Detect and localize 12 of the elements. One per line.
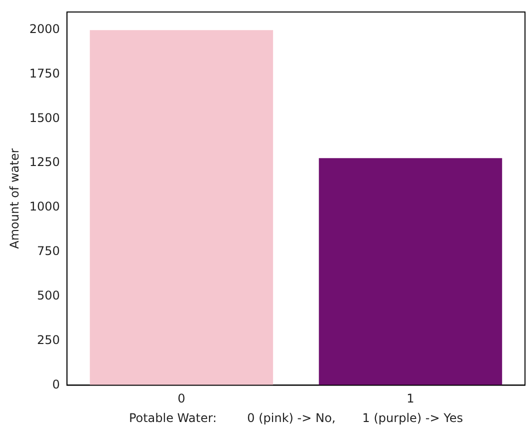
y-tick-label: 250: [37, 332, 60, 347]
y-tick-label: 750: [37, 244, 60, 258]
y-tick-label: 500: [37, 288, 60, 302]
x-tick-label: 1: [406, 392, 414, 406]
y-tick-label: 1250: [29, 155, 60, 170]
y-axis-title: Amount of water: [7, 148, 22, 249]
y-tick-label: 1750: [29, 66, 60, 80]
y-tick-label: 2000: [29, 22, 60, 36]
y-tick-label: 1000: [29, 200, 60, 214]
y-tick-label: 0: [52, 377, 60, 392]
x-axis-title: Potable Water: 0 (pink) -> No, 1 (purple) -> Yes: [128, 410, 463, 425]
y-tick-label: 1500: [29, 110, 60, 125]
